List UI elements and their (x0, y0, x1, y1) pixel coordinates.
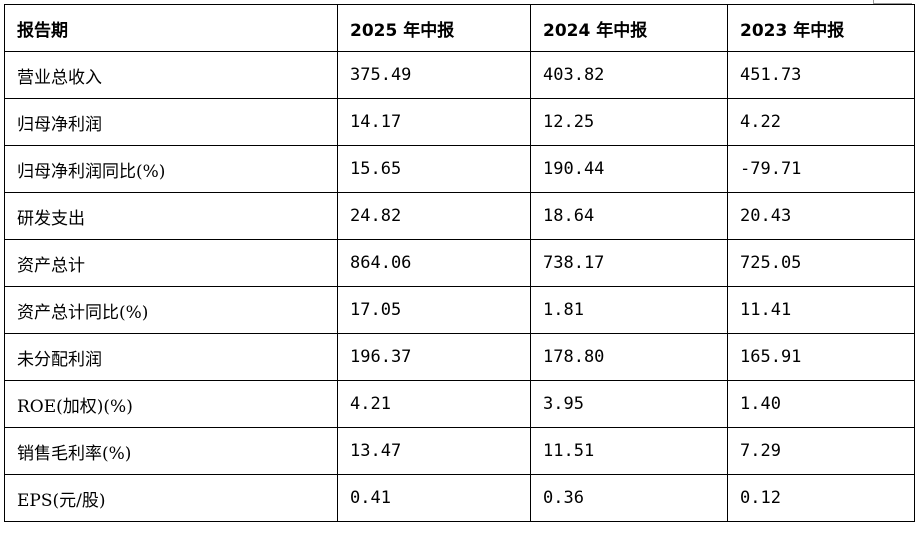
table-row-roe-weighted: ROE(加权)(%) 4.21 3.95 1.40 (4, 380, 915, 428)
financial-table: 报告期 2025 年中报 2024 年中报 2023 年中报 营业总收入 375.… (4, 4, 915, 522)
value-cell: 14.17 (337, 98, 531, 146)
table-row-gross-margin: 销售毛利率(%) 13.47 11.51 7.29 (4, 427, 915, 475)
value-cell: 725.05 (727, 239, 915, 287)
value-cell: 11.41 (727, 286, 915, 334)
row-label: ROE(加权)(%) (4, 380, 338, 428)
value-cell: 13.47 (337, 427, 531, 475)
value-cell: 451.73 (727, 51, 915, 99)
row-label: 归母净利润 (4, 98, 338, 146)
value-cell: 7.29 (727, 427, 915, 475)
table-row-eps: EPS(元/股) 0.41 0.36 0.12 (4, 474, 915, 522)
table-row-total-assets: 资产总计 864.06 738.17 725.05 (4, 239, 915, 287)
row-label: EPS(元/股) (4, 474, 338, 522)
value-cell: 1.81 (530, 286, 728, 334)
value-cell: 0.36 (530, 474, 728, 522)
value-cell: 196.37 (337, 333, 531, 381)
header-2024-h1: 2024 年中报 (530, 4, 728, 52)
table-row-net-profit: 归母净利润 14.17 12.25 4.22 (4, 98, 915, 146)
value-cell: 12.25 (530, 98, 728, 146)
row-label: 归母净利润同比(%) (4, 145, 338, 193)
value-cell: 190.44 (530, 145, 728, 193)
value-cell: 4.22 (727, 98, 915, 146)
header-row: 报告期 2025 年中报 2024 年中报 2023 年中报 (4, 4, 915, 52)
header-2023-h1: 2023 年中报 (727, 4, 915, 52)
value-cell: 18.64 (530, 192, 728, 240)
header-2025-h1: 2025 年中报 (337, 4, 531, 52)
table-row-total-assets-yoy: 资产总计同比(%) 17.05 1.81 11.41 (4, 286, 915, 334)
value-cell: 3.95 (530, 380, 728, 428)
table-row-total-revenue: 营业总收入 375.49 403.82 451.73 (4, 51, 915, 99)
corner-mark (873, 0, 912, 4)
value-cell: 20.43 (727, 192, 915, 240)
row-label: 资产总计 (4, 239, 338, 287)
value-cell: 864.06 (337, 239, 531, 287)
table-row-net-profit-yoy: 归母净利润同比(%) 15.65 190.44 -79.71 (4, 145, 915, 193)
row-label: 销售毛利率(%) (4, 427, 338, 475)
value-cell: 17.05 (337, 286, 531, 334)
value-cell: 738.17 (530, 239, 728, 287)
value-cell: 11.51 (530, 427, 728, 475)
value-cell: 0.41 (337, 474, 531, 522)
value-cell: 0.12 (727, 474, 915, 522)
value-cell: 4.21 (337, 380, 531, 428)
row-label: 营业总收入 (4, 51, 338, 99)
value-cell: 178.80 (530, 333, 728, 381)
header-period: 报告期 (4, 4, 338, 52)
value-cell: 1.40 (727, 380, 915, 428)
value-cell: 403.82 (530, 51, 728, 99)
row-label: 未分配利润 (4, 333, 338, 381)
table-row-retained-earnings: 未分配利润 196.37 178.80 165.91 (4, 333, 915, 381)
value-cell: 24.82 (337, 192, 531, 240)
value-cell: 15.65 (337, 145, 531, 193)
value-cell: 375.49 (337, 51, 531, 99)
table-row-rnd-expense: 研发支出 24.82 18.64 20.43 (4, 192, 915, 240)
value-cell: -79.71 (727, 145, 915, 193)
row-label: 研发支出 (4, 192, 338, 240)
row-label: 资产总计同比(%) (4, 286, 338, 334)
value-cell: 165.91 (727, 333, 915, 381)
